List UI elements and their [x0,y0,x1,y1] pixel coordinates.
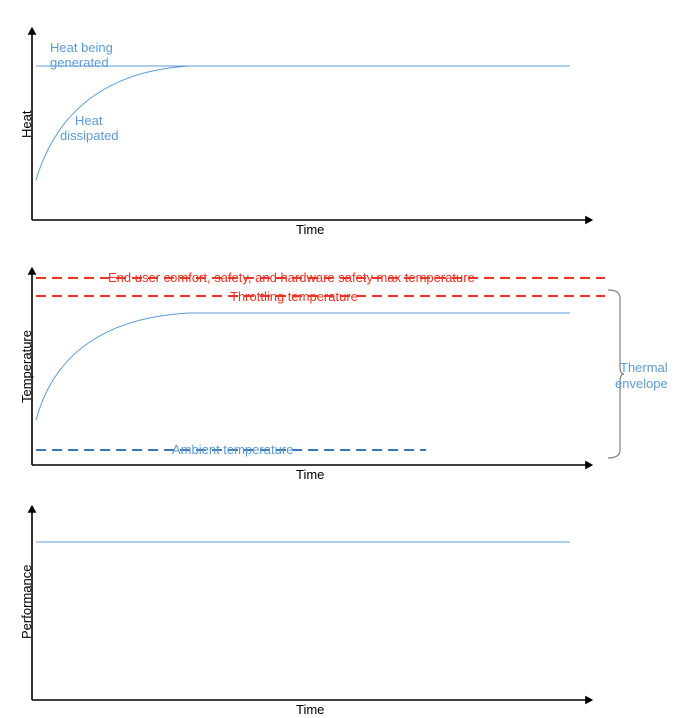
axis-arrowhead [28,267,37,275]
heat-heat_dissipated_l1: Heat [75,113,102,129]
performance-x-axis-label: Time [296,702,324,718]
heat-heat_generated_l1: Heat being [50,40,113,56]
axis-arrowhead [28,505,37,513]
temperature-envelope_l2: envelope [615,376,668,392]
heat-x-axis-label: Time [296,222,324,238]
axis-arrowhead [585,216,593,225]
temperature-max_temp_label: End user comfort, safety, and hardware s… [108,270,475,286]
heat-heat_dissipated_l2: dissipated [60,128,119,144]
chart-svg [0,0,681,711]
heat-heat_generated_l2: generated [50,55,109,71]
axis-arrowhead [585,696,593,705]
axis-arrowhead [585,461,593,470]
heat-curve [36,66,190,180]
heat-y-axis-label: Heat [20,110,33,137]
temperature-curve [36,313,570,420]
chart-stage: TimeHeatHeat beinggeneratedHeatdissipate… [0,0,681,711]
temperature-envelope_l1: Thermal [620,360,668,376]
temperature-ambient_label: Ambient temperature [172,442,293,458]
performance-y-axis-label: Performance [20,565,33,639]
temperature-throttle_label: Throttling temperature [230,289,358,305]
temperature-x-axis-label: Time [296,467,324,483]
temperature-y-axis-label: Temperature [20,330,33,403]
axis-arrowhead [28,27,37,35]
